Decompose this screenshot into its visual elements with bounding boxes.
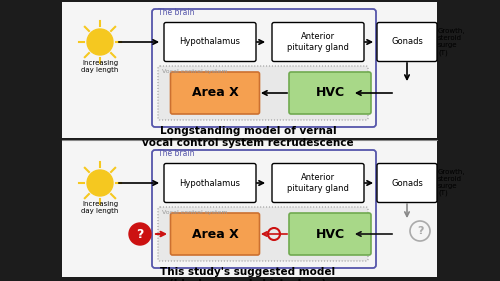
Text: Increasing
day length: Increasing day length bbox=[82, 60, 118, 73]
Text: Growth,
steroid
surge
(T): Growth, steroid surge (T) bbox=[438, 169, 466, 196]
FancyBboxPatch shape bbox=[377, 164, 437, 203]
Text: Gonads: Gonads bbox=[391, 178, 423, 187]
FancyBboxPatch shape bbox=[164, 22, 256, 62]
Text: ?: ? bbox=[417, 226, 423, 236]
FancyBboxPatch shape bbox=[170, 72, 260, 114]
FancyBboxPatch shape bbox=[272, 164, 364, 203]
Text: Vocal control system: Vocal control system bbox=[162, 69, 228, 74]
Circle shape bbox=[129, 223, 151, 245]
FancyBboxPatch shape bbox=[377, 22, 437, 62]
FancyBboxPatch shape bbox=[289, 213, 371, 255]
FancyBboxPatch shape bbox=[158, 207, 368, 261]
FancyBboxPatch shape bbox=[289, 72, 371, 114]
Text: Hypothalamus: Hypothalamus bbox=[180, 178, 240, 187]
FancyBboxPatch shape bbox=[170, 213, 260, 255]
FancyBboxPatch shape bbox=[272, 22, 364, 62]
Text: Growth,
steroid
surge
(T): Growth, steroid surge (T) bbox=[438, 28, 466, 56]
Text: This study's suggested model
(black-capped chickadees): This study's suggested model (black-capp… bbox=[160, 267, 336, 281]
Text: The brain: The brain bbox=[158, 149, 194, 158]
Text: Gonads: Gonads bbox=[391, 37, 423, 46]
FancyBboxPatch shape bbox=[62, 141, 437, 277]
Text: Area X: Area X bbox=[192, 87, 238, 99]
Text: Area X: Area X bbox=[192, 228, 238, 241]
Circle shape bbox=[87, 170, 113, 196]
Text: ?: ? bbox=[136, 228, 143, 241]
Circle shape bbox=[87, 29, 113, 55]
Text: HVC: HVC bbox=[316, 228, 344, 241]
FancyBboxPatch shape bbox=[158, 66, 368, 120]
FancyBboxPatch shape bbox=[62, 2, 437, 138]
Text: Longstanding model of vernal
vocal control system recrudescence: Longstanding model of vernal vocal contr… bbox=[142, 126, 354, 148]
Text: The brain: The brain bbox=[158, 8, 194, 17]
Text: Anterior
pituitary gland: Anterior pituitary gland bbox=[287, 173, 349, 193]
Text: Hypothalamus: Hypothalamus bbox=[180, 37, 240, 46]
Text: HVC: HVC bbox=[316, 87, 344, 99]
Text: Vocal control system: Vocal control system bbox=[162, 210, 228, 215]
FancyBboxPatch shape bbox=[164, 164, 256, 203]
Text: Increasing
day length: Increasing day length bbox=[82, 201, 118, 214]
Text: Anterior
pituitary gland: Anterior pituitary gland bbox=[287, 32, 349, 52]
